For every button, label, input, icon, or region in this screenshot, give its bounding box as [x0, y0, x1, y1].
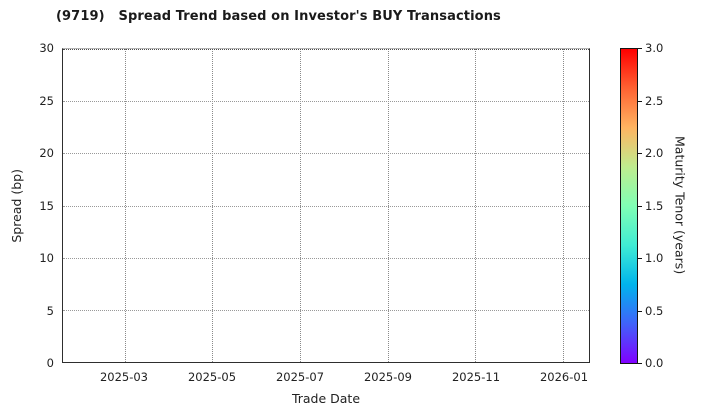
y-tick-label: 25 [39, 93, 54, 108]
y-tick-label: 0 [46, 356, 54, 370]
colorbar-label: Maturity Tenor (years) [669, 48, 691, 363]
x-tick-label: 2026-01 [539, 370, 589, 384]
colorbar-tick-label: 3.0 [645, 41, 664, 55]
colorbar-tick-mark [638, 205, 642, 207]
x-tick-label: 2025-03 [99, 370, 149, 384]
colorbar-label-text: Maturity Tenor (years) [672, 136, 688, 275]
colorbar-tick-mark [638, 363, 642, 364]
y-gridline [63, 49, 589, 50]
x-tick-label: 2025-11 [451, 370, 501, 384]
colorbar-tick-mark [638, 310, 642, 312]
y-tick-label: 5 [46, 303, 54, 318]
y-gridline [63, 309, 589, 311]
y-gridline [63, 257, 589, 259]
colorbar-tick-label: 0.0 [645, 356, 664, 370]
y-tick-label: 20 [39, 146, 54, 160]
colorbar-tick-mark [638, 100, 642, 102]
colorbar-tick-label: 1.0 [645, 251, 664, 265]
y-tick-label: 30 [39, 41, 54, 55]
y-tick-label: 15 [39, 198, 54, 213]
x-axis-label: Trade Date [291, 391, 361, 406]
colorbar-tick-label: 0.5 [645, 303, 664, 318]
colorbar-tick-mark [638, 48, 642, 49]
colorbar-tick-label: 2.5 [645, 93, 664, 108]
y-gridline [63, 205, 589, 207]
y-gridline [63, 153, 589, 155]
x-tick-label: 2025-09 [363, 370, 413, 384]
colorbar-tick-mark [638, 258, 642, 259]
colorbar-tick-label: 2.0 [645, 146, 664, 160]
colorbar-tick-label: 1.5 [645, 198, 664, 213]
colorbar [620, 48, 638, 364]
plot-area [62, 48, 590, 363]
colorbar-tick-mark [638, 153, 642, 154]
x-tick-label: 2025-07 [275, 370, 325, 384]
chart-title: (9719) Spread Trend based on Investor's … [56, 9, 501, 24]
y-gridline [63, 101, 589, 103]
x-tick-label: 2025-05 [187, 370, 237, 384]
y-tick-label: 10 [39, 251, 54, 265]
